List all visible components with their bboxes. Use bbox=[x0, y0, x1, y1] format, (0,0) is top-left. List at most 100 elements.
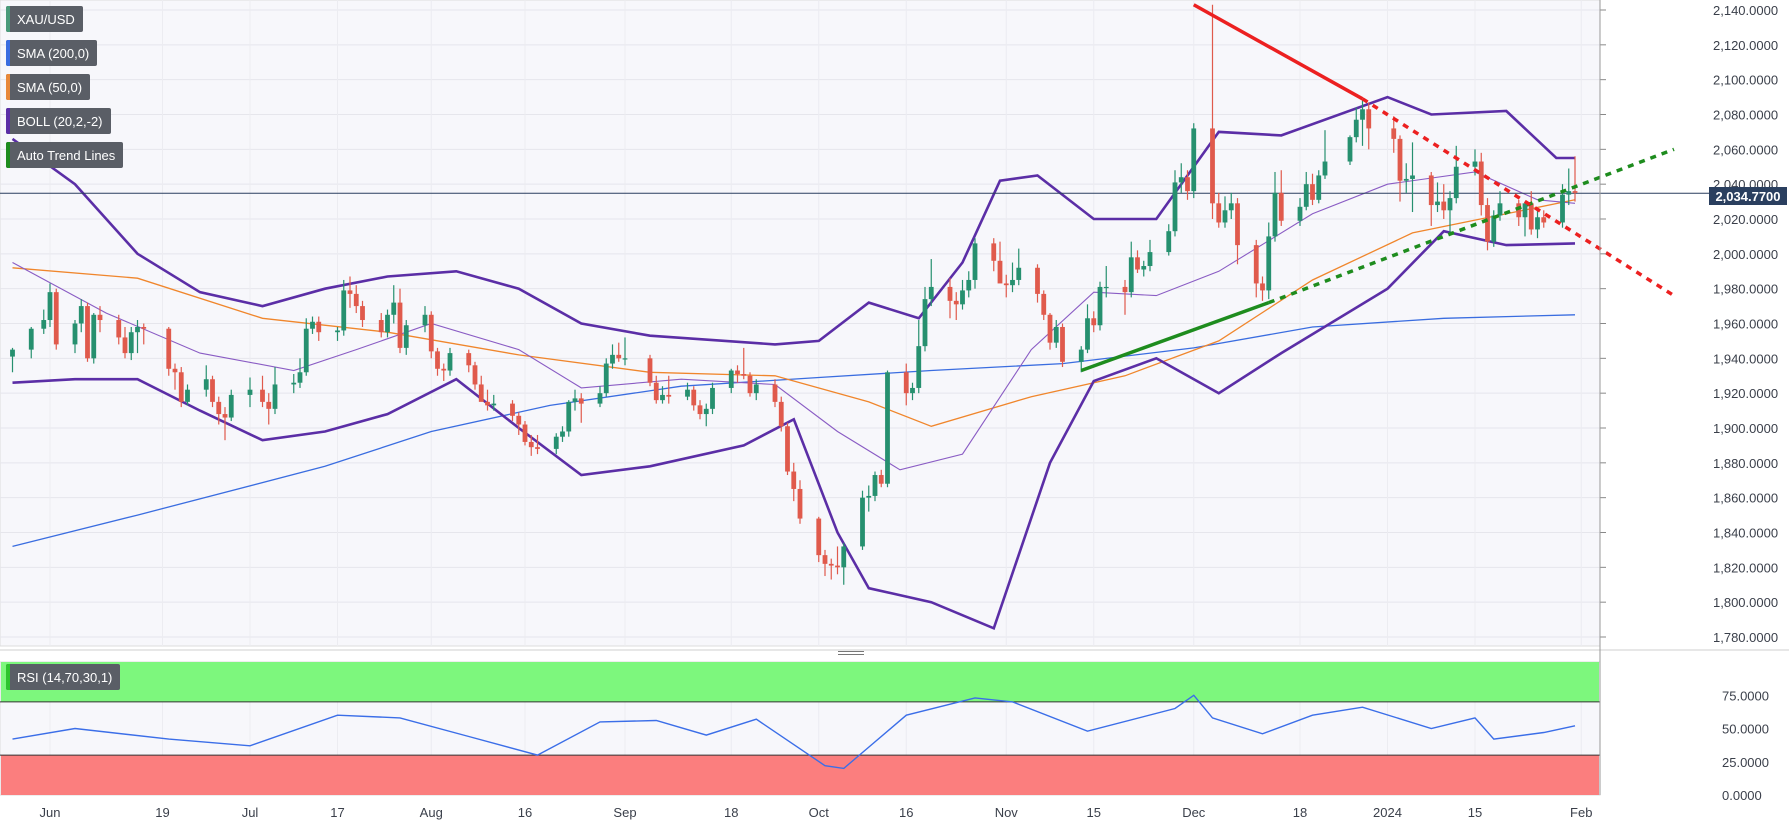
candle-up bbox=[1360, 109, 1365, 120]
candle-down bbox=[397, 302, 403, 348]
candle-up bbox=[1560, 194, 1565, 223]
candle-up bbox=[1410, 175, 1415, 179]
date-tick-label: 16 bbox=[518, 805, 532, 820]
candle-up bbox=[1147, 252, 1153, 267]
legend-instrument[interactable]: XAU/USD bbox=[6, 6, 83, 32]
pane-resize-handle[interactable] bbox=[838, 649, 864, 656]
date-tick-label: 18 bbox=[1293, 805, 1307, 820]
price-tick-label: 1,840.0000 bbox=[1713, 526, 1778, 541]
candle-down bbox=[1485, 205, 1490, 242]
date-tick-label: 18 bbox=[724, 805, 738, 820]
candle-down bbox=[741, 374, 747, 376]
last-price-tag: 2,034.7700 bbox=[1709, 187, 1787, 205]
candle-down bbox=[116, 320, 122, 338]
candle-down bbox=[1210, 128, 1215, 204]
candle-up bbox=[335, 330, 340, 333]
candle-up bbox=[1178, 177, 1184, 183]
candle-up bbox=[28, 328, 34, 350]
price-tick-label: 2,020.0000 bbox=[1713, 212, 1778, 227]
legend-label: RSI (14,70,30,1) bbox=[17, 669, 113, 685]
candle-up bbox=[1535, 217, 1540, 230]
candle-down bbox=[578, 398, 584, 404]
legend-trend-lines[interactable]: Auto Trend Lines bbox=[6, 142, 124, 168]
candle-up bbox=[1222, 210, 1228, 223]
candle-down bbox=[1035, 267, 1040, 294]
date-tick-label: 15 bbox=[1087, 805, 1101, 820]
date-tick-label: Oct bbox=[809, 805, 830, 820]
candle-up bbox=[966, 279, 972, 291]
candle-up bbox=[1453, 166, 1459, 199]
price-tick-label: 1,940.0000 bbox=[1713, 351, 1778, 366]
candle-down bbox=[1235, 203, 1240, 246]
candle-up bbox=[1097, 286, 1103, 326]
candle-down bbox=[997, 260, 1003, 284]
candle-down bbox=[816, 518, 822, 556]
legend-boll[interactable]: BOLL (20,2,-2) bbox=[6, 108, 111, 134]
candle-up bbox=[135, 326, 140, 333]
date-tick-label: Feb bbox=[1570, 805, 1592, 820]
date-tick-label: 16 bbox=[899, 805, 913, 820]
rsi-tick-label: 25.0000 bbox=[1722, 755, 1769, 770]
candle-down bbox=[822, 555, 828, 564]
candle-up bbox=[1316, 175, 1322, 200]
boll-upper-line bbox=[11, 95, 1575, 346]
price-tick-label: 1,880.0000 bbox=[1713, 456, 1778, 471]
candle-down bbox=[528, 441, 534, 448]
candle-down bbox=[735, 370, 740, 375]
legend-sma200[interactable]: SMA (200,0) bbox=[6, 40, 98, 66]
resistance-trend-line bbox=[1192, 3, 1364, 101]
price-tick-label: 1,800.0000 bbox=[1713, 595, 1778, 610]
candle-down bbox=[1003, 283, 1009, 286]
price-tick-label: 1,920.0000 bbox=[1713, 386, 1778, 401]
candle-down bbox=[1091, 318, 1097, 326]
candle-down bbox=[260, 389, 265, 402]
candle-up bbox=[310, 321, 315, 329]
candle-up bbox=[1472, 161, 1478, 167]
price-tick-label: 2,060.0000 bbox=[1713, 142, 1778, 157]
candle-up bbox=[1166, 231, 1172, 253]
legend-sma50[interactable]: SMA (50,0) bbox=[6, 74, 91, 100]
candle-down bbox=[216, 401, 222, 415]
candle-down bbox=[166, 328, 172, 369]
candle-up bbox=[1191, 128, 1197, 192]
candle-up bbox=[247, 389, 253, 395]
candle-up bbox=[866, 495, 872, 498]
candle-down bbox=[1391, 128, 1397, 139]
candle-down bbox=[1572, 191, 1578, 193]
candle-down bbox=[210, 379, 215, 402]
rsi-line bbox=[12, 694, 1576, 770]
legend-swatch-icon bbox=[6, 664, 10, 690]
legend-label: XAU/USD bbox=[17, 11, 75, 27]
candle-up bbox=[1228, 203, 1234, 211]
candle-down bbox=[1260, 283, 1265, 291]
boll-middle-line bbox=[12, 171, 1576, 471]
candle-up bbox=[1297, 206, 1303, 221]
candle-down bbox=[953, 300, 959, 305]
candle-down bbox=[1122, 286, 1128, 293]
legend-swatch-icon bbox=[6, 108, 10, 134]
candle-up bbox=[1497, 203, 1503, 216]
sma200-line bbox=[12, 314, 1576, 548]
candle-up bbox=[128, 332, 134, 354]
candle-up bbox=[1303, 184, 1309, 207]
legend-label: SMA (50,0) bbox=[17, 79, 83, 95]
candle-up bbox=[272, 384, 278, 409]
candle-up bbox=[1447, 198, 1453, 211]
candle-up bbox=[72, 323, 78, 345]
candle-up bbox=[1141, 266, 1147, 270]
date-tick-label: 15 bbox=[1468, 805, 1482, 820]
candle-up bbox=[385, 314, 390, 333]
legend-label: SMA (200,0) bbox=[17, 45, 90, 61]
candle-up bbox=[928, 286, 934, 300]
candle-up bbox=[553, 436, 559, 449]
resistance-trend-extension bbox=[1361, 97, 1675, 298]
rsi-overbought-zone bbox=[1, 662, 1599, 702]
rsi-tick-label: 75.0000 bbox=[1722, 688, 1769, 703]
legend-rsi[interactable]: RSI (14,70,30,1) bbox=[6, 664, 121, 690]
candle-up bbox=[1322, 161, 1328, 176]
price-tick-label: 1,860.0000 bbox=[1713, 491, 1778, 506]
candle-up bbox=[1128, 257, 1134, 293]
support-trend-line bbox=[1080, 300, 1270, 373]
candle-down bbox=[141, 326, 147, 329]
